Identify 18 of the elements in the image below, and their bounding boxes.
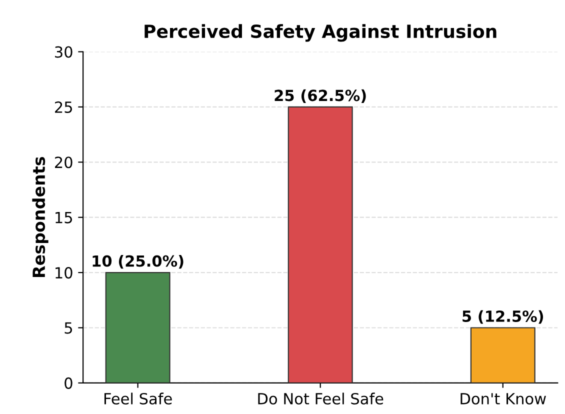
- chart-title: Perceived Safety Against Intrusion: [144, 24, 496, 42]
- bar: [105, 272, 170, 383]
- data-label: 5 (12.5%): [462, 310, 544, 324]
- bar: [470, 327, 536, 383]
- y-tick-label: 25: [55, 101, 72, 113]
- x-tick-label: Feel Safe: [104, 392, 172, 404]
- data-label: 10 (25.0%): [92, 255, 184, 269]
- x-tick-label: Do Not Feel Safe: [258, 392, 384, 404]
- bar: [288, 106, 353, 383]
- y-axis-title: Respondents: [32, 156, 48, 277]
- x-tick-label: Don't Know: [460, 393, 546, 404]
- y-tick-label: 15: [56, 212, 72, 224]
- y-tick-label: 5: [64, 322, 72, 334]
- data-label: 25 (62.5%): [274, 89, 366, 104]
- y-tick-label: 30: [55, 46, 72, 58]
- y-tick-label: 10: [56, 267, 72, 279]
- y-tick-label: 20: [55, 156, 72, 168]
- y-tick-label: 0: [64, 377, 72, 389]
